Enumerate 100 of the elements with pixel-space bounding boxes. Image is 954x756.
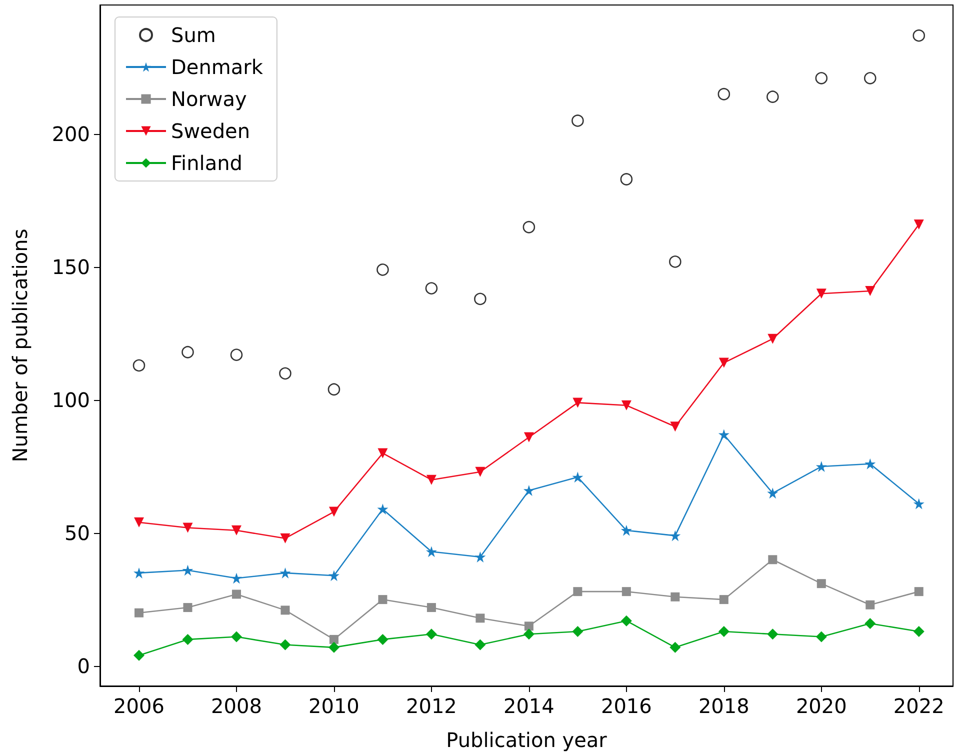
point: [767, 628, 778, 640]
point: [572, 398, 583, 408]
point: [669, 256, 682, 268]
point: [670, 592, 680, 602]
point: [476, 614, 485, 623]
point: [718, 429, 730, 440]
legend-label: Finland: [171, 151, 242, 175]
point: [816, 461, 827, 472]
y-tick-label: 150: [52, 255, 90, 280]
point: [328, 383, 340, 396]
point: [133, 650, 144, 661]
point: [718, 358, 729, 368]
point: [426, 474, 436, 485]
x-tick-label: 2006: [114, 694, 164, 718]
point: [768, 555, 778, 564]
point: [376, 264, 389, 276]
point: [816, 631, 827, 642]
point: [865, 286, 876, 296]
point: [474, 639, 486, 650]
point: [913, 626, 924, 637]
point: [183, 603, 192, 612]
x-axis-title: Publication year: [446, 728, 608, 752]
point: [522, 220, 536, 234]
point: [767, 488, 778, 499]
legend-label: Sum: [171, 23, 216, 47]
point: [670, 422, 680, 432]
point: [377, 504, 388, 515]
x-tick-label: 2012: [406, 694, 457, 718]
point: [230, 572, 242, 584]
point: [864, 458, 876, 470]
point: [182, 346, 194, 358]
point: [719, 595, 728, 604]
point: [914, 219, 924, 230]
point: [768, 334, 778, 344]
point: [474, 292, 486, 306]
point: [572, 626, 584, 637]
point: [426, 603, 436, 612]
point: [914, 587, 924, 596]
point: [523, 484, 534, 496]
point: [523, 628, 534, 640]
point: [230, 348, 243, 361]
point: [718, 626, 730, 637]
y-tick-label: 0: [77, 654, 90, 678]
point: [620, 615, 632, 626]
point: [182, 522, 193, 533]
x-tick-label: 2018: [698, 694, 750, 718]
point: [378, 595, 388, 604]
point: [864, 72, 876, 84]
x-tick-label: 2008: [211, 694, 262, 718]
point: [280, 567, 291, 578]
point: [572, 472, 584, 483]
point: [182, 564, 194, 576]
point: [475, 466, 486, 477]
y-tick-label: 100: [52, 388, 90, 412]
point: [426, 628, 437, 640]
point: [622, 587, 631, 596]
point: [866, 600, 875, 610]
point: [815, 72, 828, 84]
point: [328, 506, 339, 517]
point: [134, 608, 144, 618]
legend-label: Denmark: [171, 55, 264, 79]
legend-label: Norway: [171, 87, 248, 111]
point: [279, 367, 292, 380]
point: [377, 634, 388, 645]
point: [572, 114, 584, 127]
point: [816, 288, 826, 299]
point: [232, 590, 241, 599]
y-tick-label: 200: [52, 122, 90, 146]
point: [134, 517, 144, 528]
point: [182, 634, 194, 645]
point: [573, 587, 582, 596]
point: [621, 400, 632, 410]
point: [524, 622, 534, 631]
point: [425, 282, 438, 294]
point: [280, 533, 290, 544]
y-axis-title: Number of publications: [8, 228, 32, 462]
point: [524, 432, 534, 442]
y-tick-label: 50: [64, 521, 90, 546]
x-tick-label: 2014: [503, 694, 554, 718]
point: [133, 567, 144, 578]
x-tick-label: 2016: [600, 694, 652, 718]
point: [329, 634, 338, 644]
point: [378, 448, 388, 458]
point: [132, 359, 146, 372]
point: [280, 606, 290, 615]
point: [474, 551, 486, 562]
point: [328, 642, 340, 653]
point: [426, 546, 437, 558]
point: [912, 29, 926, 42]
x-tick-label: 2020: [796, 694, 847, 718]
point: [620, 173, 633, 186]
point: [620, 524, 632, 536]
point: [913, 498, 924, 510]
x-tick-label: 2022: [893, 694, 944, 718]
point: [328, 570, 340, 582]
point: [231, 525, 242, 536]
point: [230, 631, 242, 642]
point: [718, 88, 730, 100]
point: [864, 618, 876, 629]
point: [670, 530, 681, 542]
